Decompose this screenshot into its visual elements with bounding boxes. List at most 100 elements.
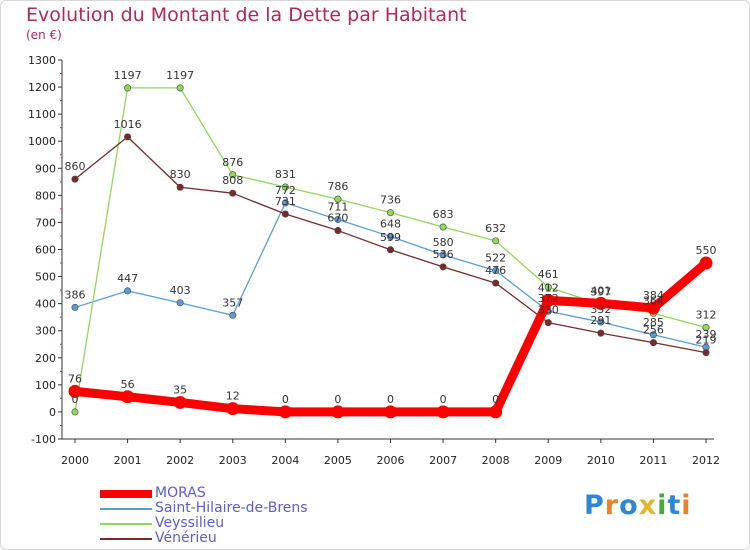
data-point: [594, 296, 608, 310]
data-point: [699, 256, 713, 270]
data-label: 476: [485, 264, 506, 277]
data-label: 285: [643, 316, 664, 329]
data-label: 648: [380, 218, 401, 231]
data-point: [124, 287, 132, 295]
data-point: [436, 405, 450, 419]
y-tick-label: 600: [35, 244, 56, 257]
data-label: 831: [275, 168, 296, 181]
y-tick-label: 900: [35, 162, 56, 175]
data-point: [226, 402, 240, 416]
data-point: [124, 133, 132, 141]
data-label: 1016: [114, 118, 142, 131]
x-tick-label: 2002: [166, 454, 194, 467]
data-label: 312: [696, 308, 717, 321]
x-tick-label: 2011: [639, 454, 667, 467]
y-tick-label: 100: [35, 379, 56, 392]
data-label: 0: [387, 393, 394, 406]
x-tick-label: 2001: [114, 454, 142, 467]
data-label: 76: [68, 372, 82, 385]
data-point: [492, 237, 500, 245]
data-point: [68, 384, 82, 398]
data-label: 0: [282, 393, 289, 406]
data-point: [492, 279, 500, 287]
data-label: 332: [590, 303, 611, 316]
data-point: [439, 263, 447, 271]
data-label: 580: [433, 236, 454, 249]
x-tick-label: 2006: [377, 454, 405, 467]
data-label: 1197: [166, 69, 194, 82]
data-label: 384: [643, 289, 664, 302]
y-tick-label: 400: [35, 298, 56, 311]
data-label: 330: [538, 304, 559, 317]
data-point: [334, 227, 342, 235]
data-point: [176, 84, 184, 92]
chart-subtitle: (en €): [26, 28, 62, 42]
data-point: [386, 209, 394, 217]
x-tick-label: 2004: [271, 454, 299, 467]
x-tick-label: 2005: [324, 454, 352, 467]
data-label: 412: [538, 281, 559, 294]
data-label: 876: [222, 156, 243, 169]
data-label: 35: [173, 383, 187, 396]
x-tick-label: 2010: [587, 454, 615, 467]
data-point: [71, 303, 79, 311]
data-point: [124, 84, 132, 92]
data-point: [71, 175, 79, 183]
data-point: [597, 318, 605, 326]
legend-swatch: [100, 523, 152, 525]
data-label: 711: [327, 200, 348, 213]
data-label: 772: [275, 184, 296, 197]
data-point: [544, 283, 552, 291]
x-tick-label: 2012: [692, 454, 720, 467]
data-point: [331, 405, 345, 419]
data-point: [173, 395, 187, 409]
data-point: [544, 319, 552, 327]
data-label: 401: [590, 284, 611, 297]
data-label: 0: [72, 393, 79, 406]
data-label: 731: [275, 195, 296, 208]
y-tick-label: -100: [31, 433, 56, 446]
data-point: [281, 183, 289, 191]
y-tick-label: 1000: [28, 135, 56, 148]
data-point: [702, 323, 710, 331]
proxiti-logo: Proxiti: [584, 490, 692, 521]
legend-swatch: [100, 508, 152, 510]
data-label: 397: [590, 285, 611, 298]
data-point: [281, 199, 289, 207]
data-point: [439, 223, 447, 231]
data-point: [121, 390, 135, 404]
legend-swatch: [100, 538, 152, 540]
data-point: [597, 329, 605, 337]
chart-axes: -100010020030040050060070080090010001100…: [28, 54, 720, 467]
data-point: [176, 299, 184, 307]
y-tick-label: 500: [35, 271, 56, 284]
data-label: 808: [222, 174, 243, 187]
data-label: 357: [222, 296, 243, 309]
legend-label: Vénérieu: [155, 530, 217, 546]
data-label: 372: [538, 292, 559, 305]
data-label: 403: [170, 284, 191, 297]
data-point: [278, 405, 292, 419]
data-point: [334, 215, 342, 223]
data-label: 0: [492, 393, 499, 406]
data-point: [176, 183, 184, 191]
data-label: 599: [380, 231, 401, 244]
data-point: [646, 301, 660, 315]
data-label: 291: [590, 314, 611, 327]
data-point: [229, 189, 237, 197]
data-label: 256: [643, 324, 664, 337]
data-point: [229, 171, 237, 179]
data-label: 239: [696, 328, 717, 341]
x-tick-label: 2009: [534, 454, 562, 467]
data-label: 830: [170, 168, 191, 181]
legend-label: Saint-Hilaire-de-Brens: [155, 500, 308, 516]
chart-data-labels: 76 56 35 12 0 0 0 0 0 412 401 384 550 386 447 403 357 772…: [65, 69, 717, 406]
data-label: 12: [226, 390, 240, 403]
data-label: 670: [327, 212, 348, 225]
data-point: [541, 293, 555, 307]
data-label: 632: [485, 222, 506, 235]
x-tick-label: 2008: [482, 454, 510, 467]
data-point: [71, 408, 79, 416]
